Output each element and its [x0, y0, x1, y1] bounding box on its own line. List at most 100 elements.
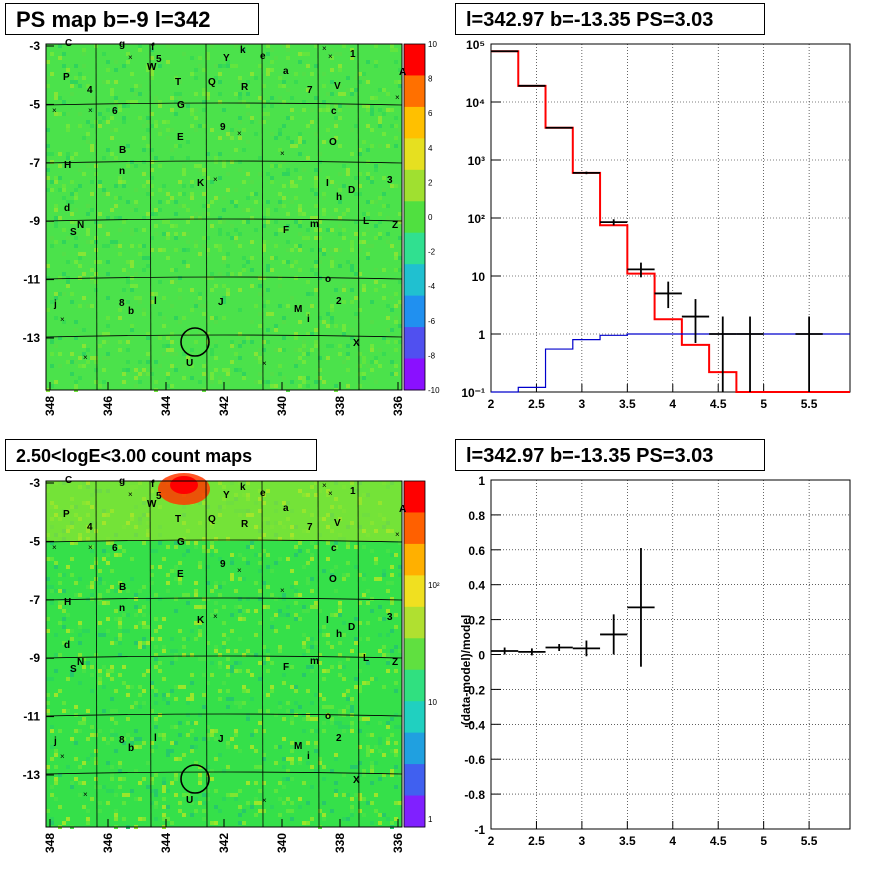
- source-label: h: [336, 192, 342, 203]
- map-pixel: [154, 721, 158, 725]
- map-pixel: [146, 120, 150, 124]
- map-pixel: [210, 380, 214, 384]
- map-pixel: [190, 749, 194, 753]
- map-pixel: [398, 541, 402, 545]
- map-pixel: [374, 793, 378, 797]
- map-pixel: [138, 685, 142, 689]
- map-pixel: [238, 340, 242, 344]
- map-pixel: [110, 729, 114, 733]
- map-pixel: [350, 264, 354, 268]
- map-pixel: [322, 248, 326, 252]
- map-pixel: [190, 813, 194, 817]
- y-tick-label: 10³: [468, 154, 485, 168]
- map-pixel: [74, 380, 78, 384]
- map-pixel: [242, 689, 246, 693]
- map-pixel: [378, 777, 382, 781]
- source-label: Z: [392, 220, 398, 231]
- map-pixel: [158, 364, 162, 368]
- map-pixel: [222, 621, 226, 625]
- map-pixel: [162, 649, 166, 653]
- map-pixel: [382, 685, 386, 689]
- map-pixel: [202, 809, 206, 813]
- map-pixel: [50, 821, 54, 825]
- map-pixel: [282, 593, 286, 597]
- map-pixel: [126, 164, 130, 168]
- map-pixel: [150, 292, 154, 296]
- map-pixel: [142, 613, 146, 617]
- map-pixel: [334, 781, 338, 785]
- map-pixel: [122, 268, 126, 272]
- map-pixel: [146, 332, 150, 336]
- map-pixel: [122, 681, 126, 685]
- map-pixel: [58, 805, 62, 809]
- map-pixel: [62, 52, 66, 56]
- map-pixel: [234, 204, 238, 208]
- map-pixel: [78, 252, 82, 256]
- map-pixel: [266, 312, 270, 316]
- map-pixel: [46, 60, 50, 64]
- map-pixel: [270, 617, 274, 621]
- map-pixel: [350, 809, 354, 813]
- map-pixel: [230, 360, 234, 364]
- map-pixel: [134, 625, 138, 629]
- map-pixel: [346, 208, 350, 212]
- map-pixel: [194, 737, 198, 741]
- map-pixel: [218, 80, 222, 84]
- map-pixel: [250, 256, 254, 260]
- map-pixel: [314, 693, 318, 697]
- map-pixel: [390, 821, 394, 825]
- map-pixel: [278, 645, 282, 649]
- map-pixel: [238, 136, 242, 140]
- x-tick-label: 5.5: [801, 397, 818, 411]
- map-pixel: [270, 268, 274, 272]
- map-pixel: [286, 769, 290, 773]
- map-pixel: [398, 68, 402, 72]
- map-pixel: [146, 180, 150, 184]
- map-pixel: [54, 565, 58, 569]
- map-pixel: [242, 220, 246, 224]
- source-label: Y: [223, 53, 230, 64]
- map-pixel: [258, 120, 262, 124]
- map-pixel: [298, 244, 302, 248]
- map-pixel: [174, 649, 178, 653]
- map-pixel: [266, 44, 270, 48]
- map-pixel: [94, 220, 98, 224]
- map-pixel: [106, 60, 110, 64]
- map-pixel: [194, 797, 198, 801]
- map-pixel: [138, 48, 142, 52]
- map-pixel: [394, 817, 398, 821]
- map-pixel: [270, 593, 274, 597]
- map-pixel: [126, 52, 130, 56]
- map-pixel: [70, 673, 74, 677]
- map-pixel: [98, 633, 102, 637]
- map-pixel: [70, 360, 74, 364]
- map-pixel: [58, 176, 62, 180]
- map-pixel: [262, 248, 266, 252]
- map-pixel: [286, 613, 290, 617]
- map-pixel: [314, 264, 318, 268]
- map-pixel: [322, 100, 326, 104]
- map-pixel: [154, 212, 158, 216]
- map-pixel: [182, 168, 186, 172]
- map-pixel: [162, 184, 166, 188]
- map-pixel: [318, 761, 322, 765]
- map-pixel: [394, 184, 398, 188]
- resid-title: l=342.97 b=-13.35 PS=3.03: [455, 439, 765, 471]
- map-pixel: [350, 248, 354, 252]
- map-pixel: [378, 220, 382, 224]
- map-pixel: [238, 100, 242, 104]
- map-pixel: [222, 681, 226, 685]
- map-pixel: [394, 613, 398, 617]
- map-pixel: [134, 797, 138, 801]
- map-pixel: [314, 717, 318, 721]
- map-pixel: [142, 124, 146, 128]
- map-pixel: [46, 144, 50, 148]
- map-pixel: [266, 268, 270, 272]
- map-pixel: [118, 196, 122, 200]
- map-pixel: [194, 593, 198, 597]
- colorbar-segment: [404, 138, 425, 171]
- source-label: S: [70, 227, 77, 238]
- map-pixel: [362, 284, 366, 288]
- x-tick-label: 3: [579, 397, 586, 411]
- map-pixel: [110, 208, 114, 212]
